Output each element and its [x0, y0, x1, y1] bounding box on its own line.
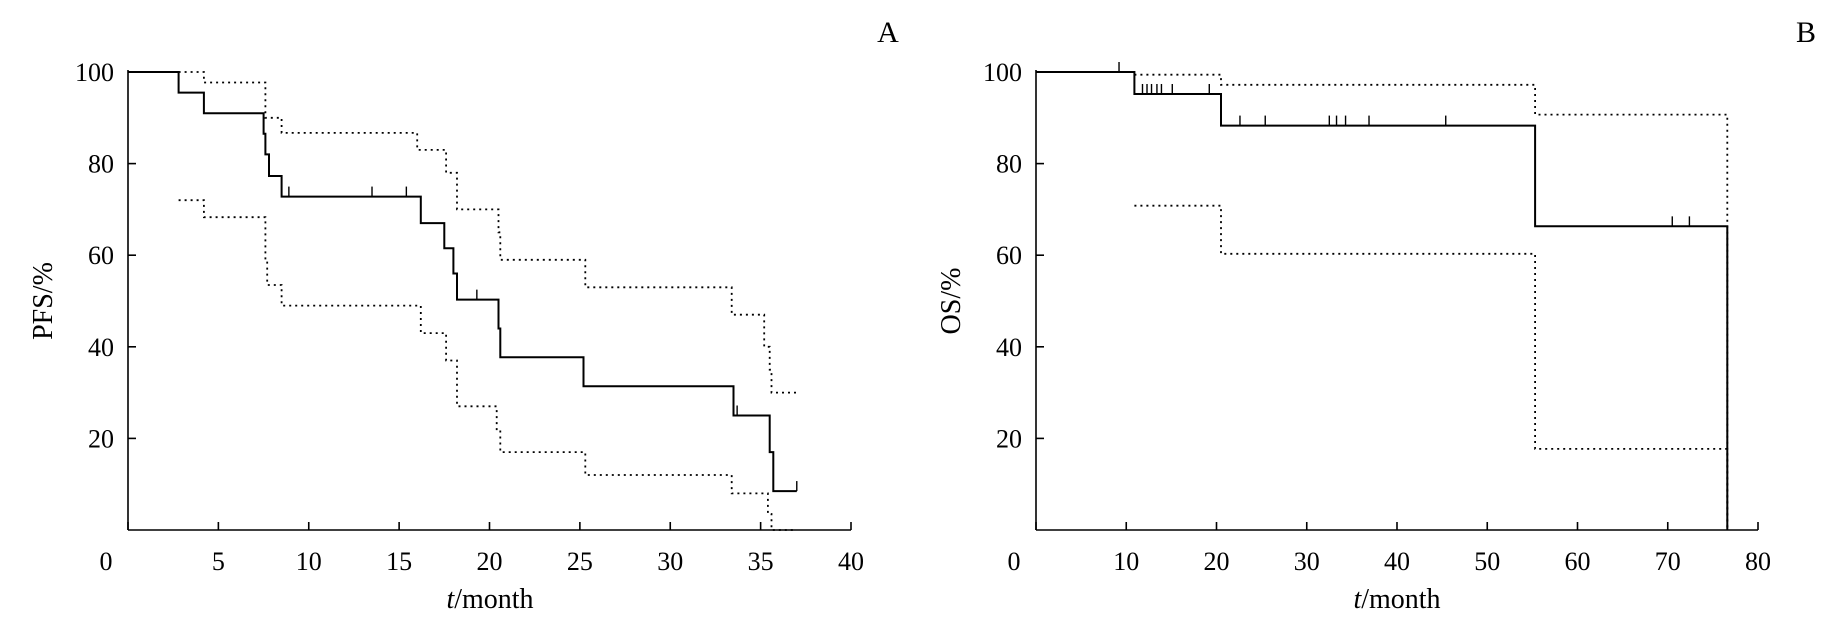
x-tick-label: 10: [296, 547, 322, 576]
panel-letter: B: [1796, 16, 1816, 49]
y-tick-label: 60: [996, 241, 1022, 270]
y-axis-title: PFS/%: [28, 262, 59, 340]
x-axis-title: t/month: [446, 584, 533, 615]
x-tick-label: 20: [477, 547, 503, 576]
x-tick-label: 40: [838, 547, 864, 576]
x-axis-title: t/month: [1353, 584, 1440, 615]
y-axis-title: OS/%: [936, 268, 967, 335]
lower-ci-curve: [178, 199, 797, 531]
survival-curve: [1036, 71, 1729, 530]
x-tick-label: 0: [1008, 547, 1021, 576]
upper-ci-curve: [1134, 73, 1729, 530]
y-tick-label: 80: [996, 150, 1022, 179]
y-tick-label: 60: [88, 241, 114, 270]
lower-ci-curve: [1134, 204, 1729, 530]
y-tick-label: 20: [88, 424, 114, 453]
panel-a-pfs: 0 5 10 15 20 25 30 35 40 20 40 60 80 100 t/month PFS/% A: [28, 16, 899, 615]
x-tick-label: 15: [386, 547, 412, 576]
x-tick-label: 0: [100, 547, 113, 576]
upper-ci-curve: [178, 71, 797, 394]
x-tick-label: 25: [567, 547, 593, 576]
x-tick-label: 30: [1294, 547, 1320, 576]
panel-letter: A: [877, 16, 899, 49]
x-tick-label: 10: [1113, 547, 1139, 576]
x-tick-label: 50: [1474, 547, 1500, 576]
x-tick-label: 5: [212, 547, 225, 576]
x-tick-label: 30: [657, 547, 683, 576]
x-tick-label: 60: [1565, 547, 1591, 576]
x-tick-label: 40: [1384, 547, 1410, 576]
survival-curve: [128, 71, 797, 493]
y-tick-label: 20: [996, 424, 1022, 453]
x-tick-label: 35: [748, 547, 774, 576]
x-tick-label: 20: [1204, 547, 1230, 576]
y-tick-label: 100: [75, 58, 114, 87]
panel-b-os: 0 10 20 30 40 50 60 70 80 20 40 60 80 100 t/month OS/% B: [936, 16, 1816, 615]
x-tick-label: 80: [1745, 547, 1771, 576]
y-tick-label: 40: [88, 333, 114, 362]
y-tick-label: 80: [88, 150, 114, 179]
x-tick-label: 70: [1655, 547, 1681, 576]
y-tick-label: 40: [996, 333, 1022, 362]
y-tick-label: 100: [983, 58, 1022, 87]
